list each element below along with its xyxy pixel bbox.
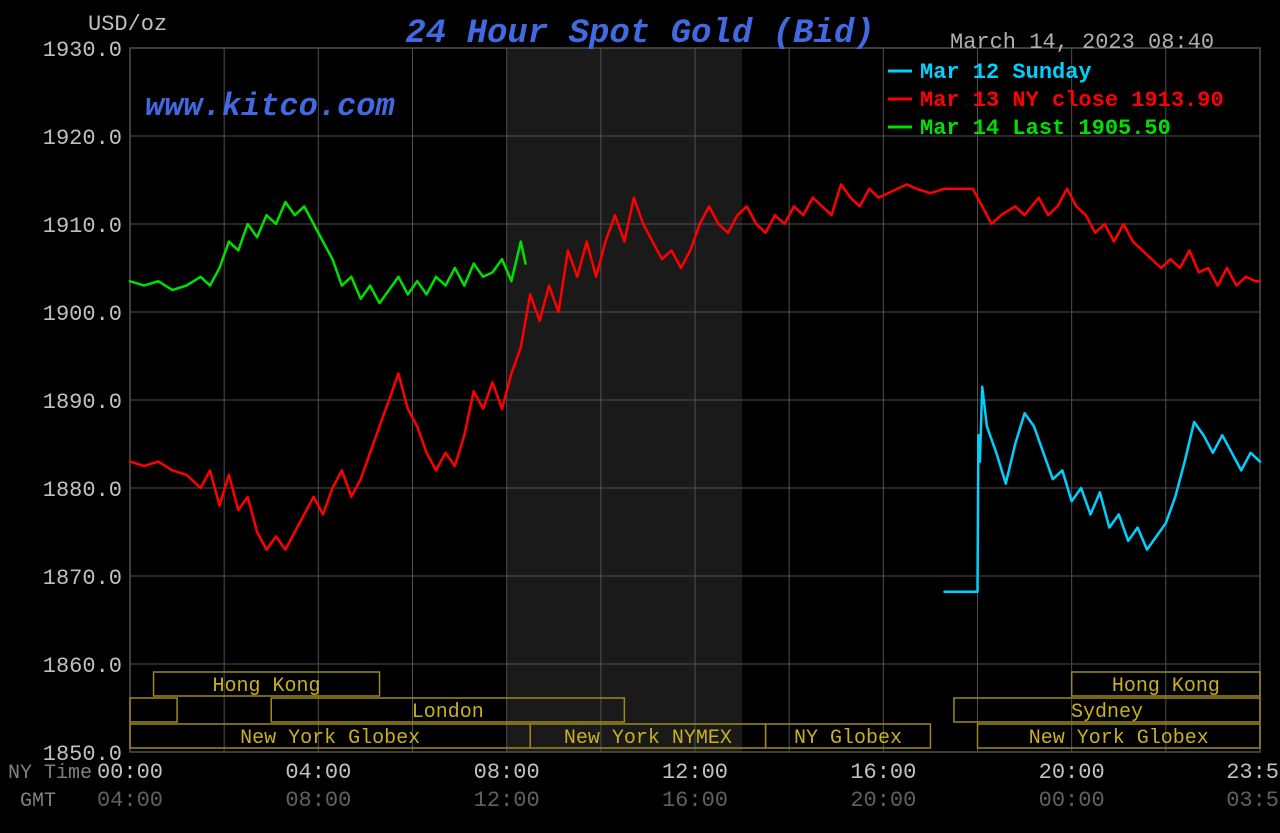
market-session-label: New York Globex (240, 727, 420, 750)
x-tick-ny: 12:00 (662, 760, 728, 785)
ny-time-label: NY Time (8, 762, 92, 785)
gold-chart-container: USD/oz1850.01860.01870.01880.01890.01900… (0, 0, 1280, 833)
gold-chart-svg: USD/oz1850.01860.01870.01880.01890.01900… (0, 0, 1280, 833)
x-tick-ny: 23:59 (1226, 760, 1280, 785)
x-tick-ny: 16:00 (850, 760, 916, 785)
y-tick-label: 1870.0 (43, 566, 122, 591)
market-session-label: New York Globex (1029, 727, 1209, 750)
chart-timestamp: March 14, 2023 08:40 (950, 30, 1214, 55)
market-session-label: London (412, 701, 484, 724)
y-axis-label: USD/oz (88, 12, 167, 37)
legend-label: Mar 14 Last 1905.50 (920, 116, 1171, 141)
x-tick-gmt: 20:00 (850, 788, 916, 813)
y-tick-label: 1920.0 (43, 126, 122, 151)
market-session-label: New York NYMEX (564, 727, 732, 750)
x-tick-gmt: 00:00 (1039, 788, 1105, 813)
y-tick-label: 1890.0 (43, 390, 122, 415)
market-session-label: Hong Kong (1112, 675, 1220, 698)
chart-title: 24 Hour Spot Gold (Bid) (405, 15, 874, 53)
legend-label: Mar 12 Sunday (920, 60, 1092, 85)
x-tick-gmt: 03:59 (1226, 788, 1280, 813)
x-tick-ny: 08:00 (474, 760, 540, 785)
watermark: www.kitco.com (145, 88, 395, 125)
y-tick-label: 1900.0 (43, 302, 122, 327)
market-session-label: Hong Kong (213, 675, 321, 698)
x-tick-ny: 04:00 (285, 760, 351, 785)
x-tick-ny: 20:00 (1039, 760, 1105, 785)
y-tick-label: 1930.0 (43, 38, 122, 63)
y-tick-label: 1910.0 (43, 214, 122, 239)
legend-label: Mar 13 NY close 1913.90 (920, 88, 1224, 113)
x-tick-gmt: 08:00 (285, 788, 351, 813)
market-session-label: NY Globex (794, 727, 902, 750)
x-tick-gmt: 16:00 (662, 788, 728, 813)
x-tick-gmt: 04:00 (97, 788, 163, 813)
x-tick-ny: 00:00 (97, 760, 163, 785)
gmt-label: GMT (20, 790, 56, 813)
y-tick-label: 1860.0 (43, 654, 122, 679)
market-session-label: Sydney (1071, 701, 1143, 724)
y-tick-label: 1880.0 (43, 478, 122, 503)
x-tick-gmt: 12:00 (474, 788, 540, 813)
